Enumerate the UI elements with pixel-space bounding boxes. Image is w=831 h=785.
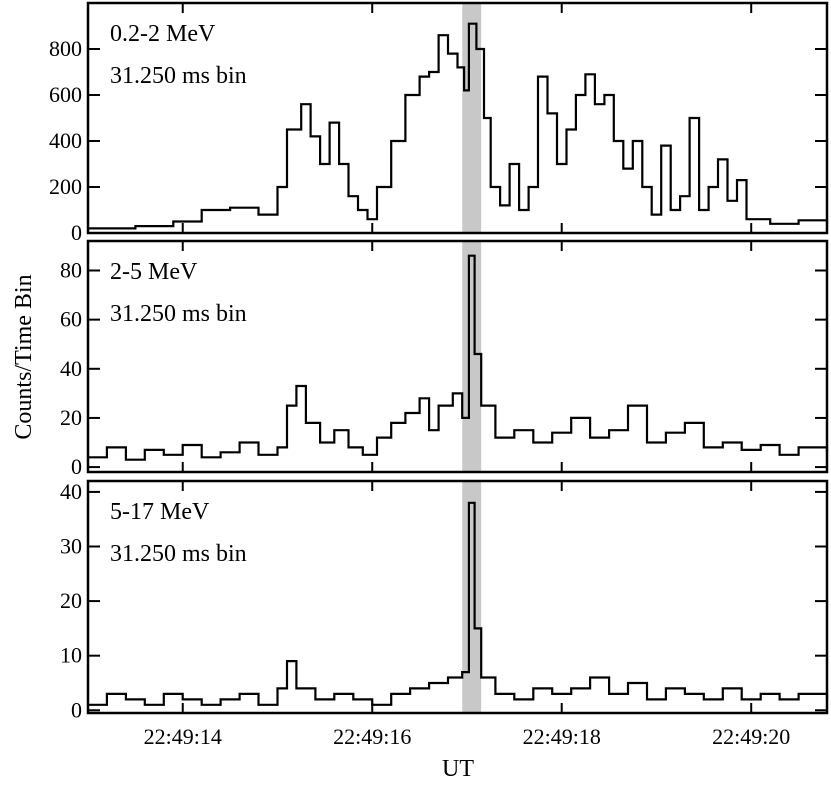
x-tick-label: 22:49:16 [333, 724, 411, 749]
panel-frame-3 [86, 479, 829, 715]
y-tick-label: 800 [49, 36, 82, 61]
x-tick-label: 22:49:20 [712, 724, 790, 749]
highlight-band-1 [462, 3, 482, 233]
panel-bin-label: 31.250 ms bin [110, 541, 247, 567]
y-tick-label: 200 [49, 174, 82, 199]
x-tick-label: 22:49:14 [144, 724, 222, 749]
x-axis-label: UT [442, 756, 474, 782]
y-tick-label: 40 [60, 479, 82, 504]
y-tick-label: 60 [60, 307, 82, 332]
panel-frames [86, 1, 829, 715]
panel-energy-label: 0.2-2 MeV [110, 21, 216, 47]
y-tick-label: 80 [60, 257, 82, 282]
tick-group [88, 3, 827, 713]
panel-frame-1 [86, 1, 829, 235]
y-tick-label: 0 [71, 454, 82, 479]
panel-frame-2 [86, 239, 829, 474]
series-line-2 [88, 254, 829, 461]
y-tick-label: 400 [49, 128, 82, 153]
x-tick-label: 22:49:18 [523, 724, 601, 749]
y-tick-label: 0 [71, 220, 82, 245]
y-tick-label: 600 [49, 82, 82, 107]
series-group [88, 22, 829, 706]
y-tick-label: 40 [60, 356, 82, 381]
panel-energy-label: 2-5 MeV [110, 259, 198, 285]
panel-bin-label: 31.250 ms bin [110, 301, 247, 327]
panel-energy-label: 5-17 MeV [110, 499, 210, 525]
panel-bin-label: 31.250 ms bin [110, 63, 247, 89]
series-line-3 [88, 501, 829, 706]
highlight-band-3 [462, 481, 482, 713]
y-tick-label: 10 [60, 643, 82, 668]
y-tick-label: 30 [60, 534, 82, 559]
y-tick-label: 20 [60, 588, 82, 613]
y-tick-label: 20 [60, 405, 82, 430]
y-tick-label: 0 [71, 697, 82, 722]
y-axis-label: Counts/Time Bin [11, 274, 37, 439]
highlight-band-2 [462, 241, 482, 472]
highlight-bands [462, 3, 482, 713]
series-line-1 [88, 22, 829, 230]
